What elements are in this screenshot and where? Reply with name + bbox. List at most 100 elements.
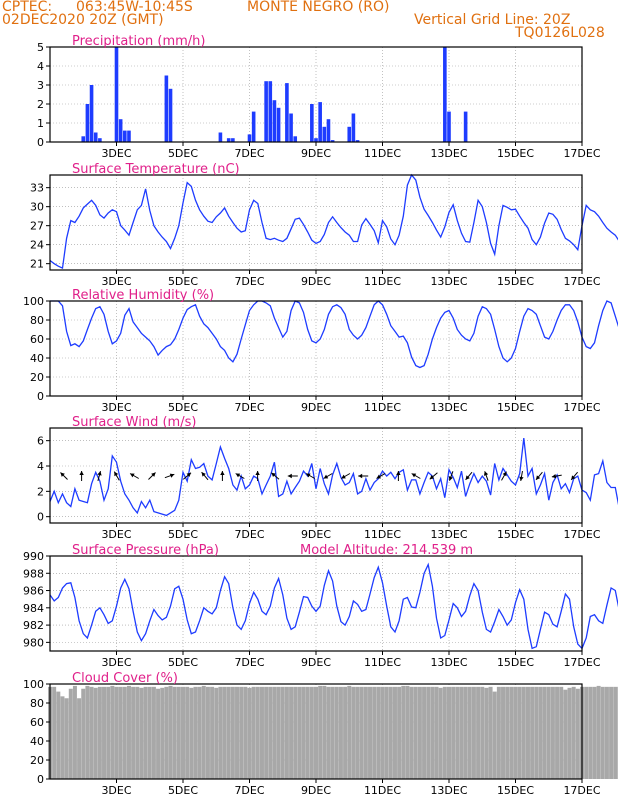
cloud-bar [368, 686, 373, 779]
y-tick-label: 80 [30, 314, 44, 327]
coordinates-label: 063:45W-10:45S [76, 0, 193, 15]
wind-arrow-head [220, 471, 225, 475]
cloud-bar [426, 686, 431, 779]
x-tick-label: 9DEC [301, 275, 331, 288]
wind-arrow-head [396, 471, 401, 475]
cloud-bar [405, 685, 410, 779]
y-tick-label: 990 [23, 550, 44, 563]
cloud-bar [106, 686, 111, 779]
cloud-bar [397, 686, 402, 779]
x-tick-label: 3DEC [101, 275, 131, 288]
cloud-bar [60, 696, 65, 779]
cloud-bar [235, 686, 240, 779]
pres-line [49, 562, 618, 650]
wind-arrows [60, 470, 578, 482]
temp-panel: 21 24 27 30 33 3DEC 5DEC 7DEC 9DEC 11DEC 13DEC 15DE… [30, 162, 618, 288]
x-tick-label: 3DEC [101, 147, 131, 160]
cloud-bar [268, 686, 273, 779]
wind-arrow-head [535, 475, 541, 480]
x-tick-label: 15DEC [497, 784, 534, 797]
x-tick-label: 5DEC [168, 528, 198, 541]
x-tick-label: 11DEC [364, 528, 401, 541]
x-tick-label: 13DEC [430, 784, 467, 797]
cloud-bar [143, 686, 148, 779]
cloud-bar [488, 686, 493, 779]
cloud-bar [359, 686, 364, 779]
cloud-bar [318, 685, 323, 779]
y-tick-label: 6 [37, 435, 44, 448]
cloud-bar [264, 686, 269, 779]
precip-bar [268, 81, 273, 142]
wind-arrow-head [323, 474, 329, 479]
precip-bar [123, 130, 127, 142]
wind-arrow-head [169, 473, 175, 478]
y-tick-label: 40 [30, 735, 44, 748]
cloud-bar [259, 686, 264, 779]
y-tick-label: 24 [30, 239, 44, 252]
cloud-bar [193, 686, 198, 779]
precip-bar [93, 132, 98, 142]
y-tick-label: 30 [30, 201, 44, 214]
precip-bar [247, 134, 252, 142]
wind-arrow-head [287, 473, 292, 479]
cloud-bar [147, 686, 152, 779]
cloud-bar [384, 686, 389, 779]
y-tick-label: 1 [37, 117, 44, 130]
cloud-bar [351, 686, 356, 779]
x-tick-label: 11DEC [364, 784, 401, 797]
cloud-bar [301, 686, 306, 779]
cloud-bar [567, 687, 572, 779]
cloud-bar [451, 686, 456, 779]
precip-bar [310, 104, 314, 142]
precip-bar [447, 111, 451, 142]
wind-arrow-head [201, 472, 206, 477]
y-tick-label: 982 [23, 619, 44, 632]
precip-panel: 0 1 2 3 4 5 3DEC 5DEC 7DEC 9DEC 11DEC 13DEC 15DEC 17D… [37, 34, 601, 160]
precip-bar [98, 138, 102, 142]
cloud-bar [297, 686, 302, 779]
precip-bar [351, 113, 356, 142]
y-tick-label: 3 [37, 79, 44, 92]
y-tick-label: 0 [37, 773, 44, 786]
source-label: CPTEC: [2, 0, 53, 15]
wind-arrow-head [519, 476, 524, 481]
y-tick-label: 33 [30, 182, 44, 195]
x-tick-label: 15DEC [497, 147, 534, 160]
x-tick-label: 13DEC [430, 275, 467, 288]
cloud-bar [110, 685, 115, 779]
cloud-bar [438, 687, 443, 779]
cloud-bar [417, 686, 422, 779]
cloud-bar [355, 686, 360, 779]
cloud-bar [600, 686, 605, 779]
cloud-bar [501, 686, 506, 779]
cloud-bar [430, 686, 435, 779]
y-tick-label: 27 [30, 220, 44, 233]
cloud-bar [509, 686, 514, 779]
x-tick-label: 13DEC [430, 528, 467, 541]
y-tick-label: 60 [30, 333, 44, 346]
cloud-bar [135, 686, 140, 779]
wind-arrow-head [97, 471, 102, 476]
cloud-panel: 0 20 40 60 80 100 3DEC 5DEC 7DEC 9DEC 11DEC 13DEC 15… [23, 671, 618, 797]
x-tick-label: 5DEC [168, 147, 198, 160]
cloud-bar [93, 687, 98, 779]
cloud-bar [550, 686, 555, 779]
cloud-bar [555, 686, 560, 779]
cloud-bar [168, 685, 173, 779]
y-tick-label: 2 [37, 98, 44, 111]
cloud-bar [492, 691, 497, 779]
precip-bar [285, 83, 289, 142]
cloud-bar [289, 686, 294, 779]
cloud-bar [222, 686, 227, 779]
precip-bar [289, 113, 293, 142]
cloud-bar [347, 685, 352, 779]
cloud-bar [392, 686, 397, 779]
wind-arrow-head [411, 473, 417, 478]
cloud-bar [334, 686, 339, 779]
x-tick-label: 13DEC [430, 147, 467, 160]
temp-frame [49, 174, 583, 271]
cloud-bar [546, 686, 551, 779]
x-tick-label: 7DEC [234, 147, 264, 160]
cloud-bar [185, 686, 190, 779]
